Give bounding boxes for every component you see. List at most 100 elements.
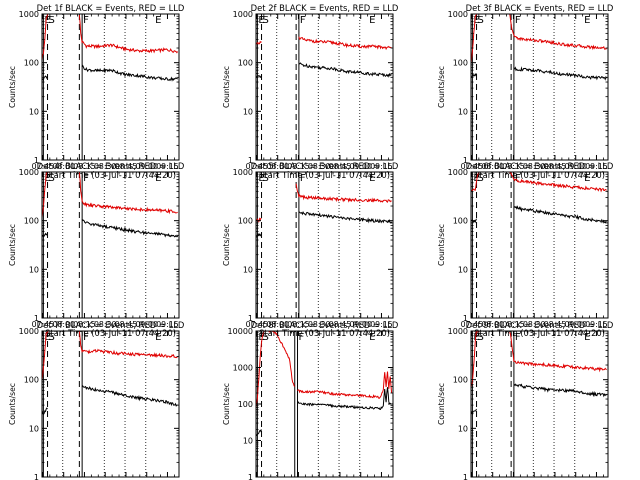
y-tick-label: 1000 [448, 10, 468, 19]
x-tick-label: 08:45 [329, 320, 352, 329]
y-axis-label: Counts/sec [437, 66, 446, 108]
marker-label: E [258, 15, 264, 26]
y-tick-label: 1000 [19, 168, 39, 177]
plot-frame [255, 13, 394, 161]
y-tick-label: 1 [34, 473, 39, 480]
plot-frame [41, 171, 180, 319]
marker-label: E [155, 15, 161, 26]
x-tick-label: 09:00 [349, 320, 372, 329]
marker-label: F [83, 332, 89, 343]
marker-label: S [263, 332, 269, 343]
marker-label: E [44, 332, 50, 343]
marker-label: S [263, 15, 269, 26]
series-lld-line [78, 172, 178, 215]
panel-title: Det 5f BLACK = Events, RED = LLD [251, 161, 399, 171]
y-tick-label: 1000 [233, 364, 253, 373]
panel-title: Det 1f BLACK = Events, RED = LLD [37, 3, 185, 13]
marker-label: E [584, 332, 590, 343]
x-tick-label: 08:45 [544, 320, 567, 329]
x-tick-label: 07:45 [32, 320, 55, 329]
x-tick-label: 07:45 [246, 162, 269, 171]
marker-label: F [83, 15, 89, 26]
series-events-line [256, 74, 262, 79]
y-tick-label: 10 [458, 424, 468, 433]
x-axis-label: Start Time (03-Jul-11 07:44:20) [259, 170, 390, 180]
marker-label: S [49, 15, 55, 26]
marker-label: F [515, 332, 521, 343]
x-tick-label: 08:00 [52, 162, 75, 171]
panel-title: Det 2f BLACK = Events, RED = LLD [251, 3, 399, 13]
y-tick-label: 100 [238, 59, 253, 68]
series-lld-line [509, 172, 607, 193]
y-tick-label: 100 [24, 217, 39, 226]
panel-title: Det 8f BLACK = Events, RED = LLD [251, 320, 399, 330]
x-tick-label: 08:30 [94, 162, 117, 171]
x-tick-label: 08:15 [502, 162, 525, 171]
y-axis-label: Counts/sec [222, 383, 231, 425]
x-tick-label: 09:15 [370, 320, 393, 329]
series-events-line [471, 408, 477, 416]
series-events-line [42, 75, 48, 82]
series-events-line [42, 232, 48, 238]
x-axis-label: Start Time (03-Jul-11 07:44:20) [474, 328, 605, 338]
x-tick-label: 07:45 [461, 162, 484, 171]
y-tick-label: 10 [29, 424, 39, 433]
x-tick-label: 08:45 [329, 162, 352, 171]
y-tick-label: 100 [453, 217, 468, 226]
y-axis-label: Counts/sec [8, 383, 17, 425]
x-tick-label: 09:00 [564, 162, 587, 171]
y-tick-label: 1000 [448, 327, 468, 336]
series-events-line [297, 387, 392, 411]
marker-label: S [478, 332, 484, 343]
x-axis-label: Start Time (03-Jul-11 07:44:20) [45, 328, 176, 338]
series-lld-line [471, 172, 480, 192]
x-tick-label: 09:15 [585, 162, 608, 171]
marker-label: S [49, 173, 55, 184]
x-tick-label: 08:15 [287, 162, 310, 171]
marker-label: E [44, 173, 50, 184]
series-events-line [42, 407, 48, 416]
marker-label: E [258, 332, 264, 343]
plot-frame [470, 330, 609, 478]
x-tick-label: 09:00 [135, 162, 158, 171]
marker-label: S [49, 332, 55, 343]
marker-label: F [515, 173, 521, 184]
x-tick-label: 08:30 [308, 162, 331, 171]
marker-label: S [478, 15, 484, 26]
series-events-line [471, 72, 477, 78]
marker-label: E [258, 173, 264, 184]
y-tick-label: 1 [248, 314, 253, 323]
series-events-line [256, 232, 262, 238]
y-tick-label: 1 [463, 473, 468, 480]
marker-label: E [473, 332, 479, 343]
x-tick-label: 08:00 [266, 162, 289, 171]
series-lld-line [509, 14, 608, 51]
x-tick-label: 08:00 [481, 162, 504, 171]
y-axis-label: Counts/sec [8, 66, 17, 108]
y-tick-label: 100 [24, 376, 39, 385]
y-tick-label: 10000 [228, 327, 253, 336]
marker-label: F [83, 173, 89, 184]
series-events-line [513, 383, 607, 398]
x-tick-label: 07:45 [32, 162, 55, 171]
y-axis-label: Counts/sec [222, 224, 231, 266]
y-tick-label: 1000 [233, 10, 253, 19]
x-axis-label: Start Time (03-Jul-11 07:44:20) [474, 170, 605, 180]
y-tick-label: 1 [463, 314, 468, 323]
x-tick-label: 08:15 [73, 320, 96, 329]
x-tick-label: 08:15 [73, 162, 96, 171]
y-tick-label: 100 [24, 59, 39, 68]
series-lld-line [78, 331, 178, 359]
y-tick-label: 10 [243, 437, 253, 446]
x-tick-label: 08:45 [115, 162, 138, 171]
y-tick-label: 100 [453, 376, 468, 385]
marker-label: E [369, 173, 375, 184]
y-tick-label: 1 [34, 314, 39, 323]
